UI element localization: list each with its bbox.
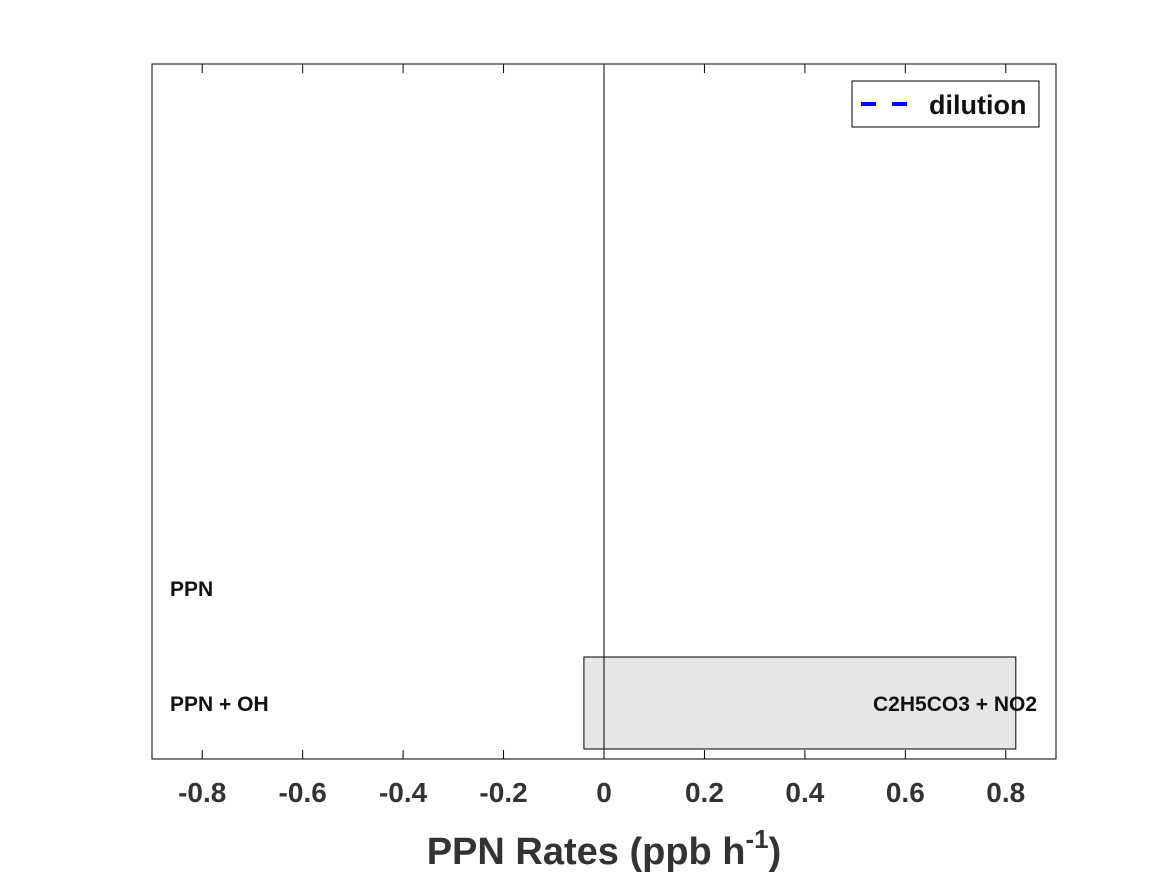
x-axis-ticks: -0.8 -0.6 -0.4 -0.2 0 0.2 0.4 0.6 0.8 bbox=[178, 64, 1025, 808]
right-label-0: C2H5CO3 + NO2 bbox=[873, 693, 1037, 716]
plot-area bbox=[151, 63, 1057, 760]
x-tick-label-4: 0 bbox=[596, 777, 612, 808]
x-tick-label-7: 0.6 bbox=[886, 777, 925, 808]
left-label-1: PPN bbox=[170, 578, 213, 601]
x-tick-label-1: -0.6 bbox=[279, 777, 327, 808]
x-axis-title: PPN Rates (ppb h-1) bbox=[427, 824, 782, 873]
left-label-0: PPN + OH bbox=[170, 693, 269, 716]
x-tick-label-0: -0.8 bbox=[178, 777, 226, 808]
bar-0 bbox=[583, 656, 1017, 750]
legend-box bbox=[851, 80, 1040, 128]
legend-entry-0: dilution bbox=[929, 90, 1026, 120]
bar-labels: PPN + OH PPN C2H5CO3 + NO2 bbox=[170, 578, 1037, 716]
x-tick-label-5: 0.2 bbox=[685, 777, 724, 808]
x-tick-label-3: -0.2 bbox=[479, 777, 527, 808]
x-axis-title-prefix: PPN Rates (ppb h bbox=[427, 831, 746, 873]
x-axis-title-group: PPN Rates (ppb h-1) bbox=[427, 824, 782, 873]
x-tick-label-2: -0.4 bbox=[379, 777, 428, 808]
x-axis-title-suffix: ) bbox=[769, 831, 782, 873]
x-tick-label-6: 0.4 bbox=[785, 777, 824, 808]
x-tick-label-8: 0.8 bbox=[986, 777, 1025, 808]
x-axis-title-superscript: -1 bbox=[746, 824, 769, 854]
legend: dilution bbox=[851, 80, 1040, 128]
